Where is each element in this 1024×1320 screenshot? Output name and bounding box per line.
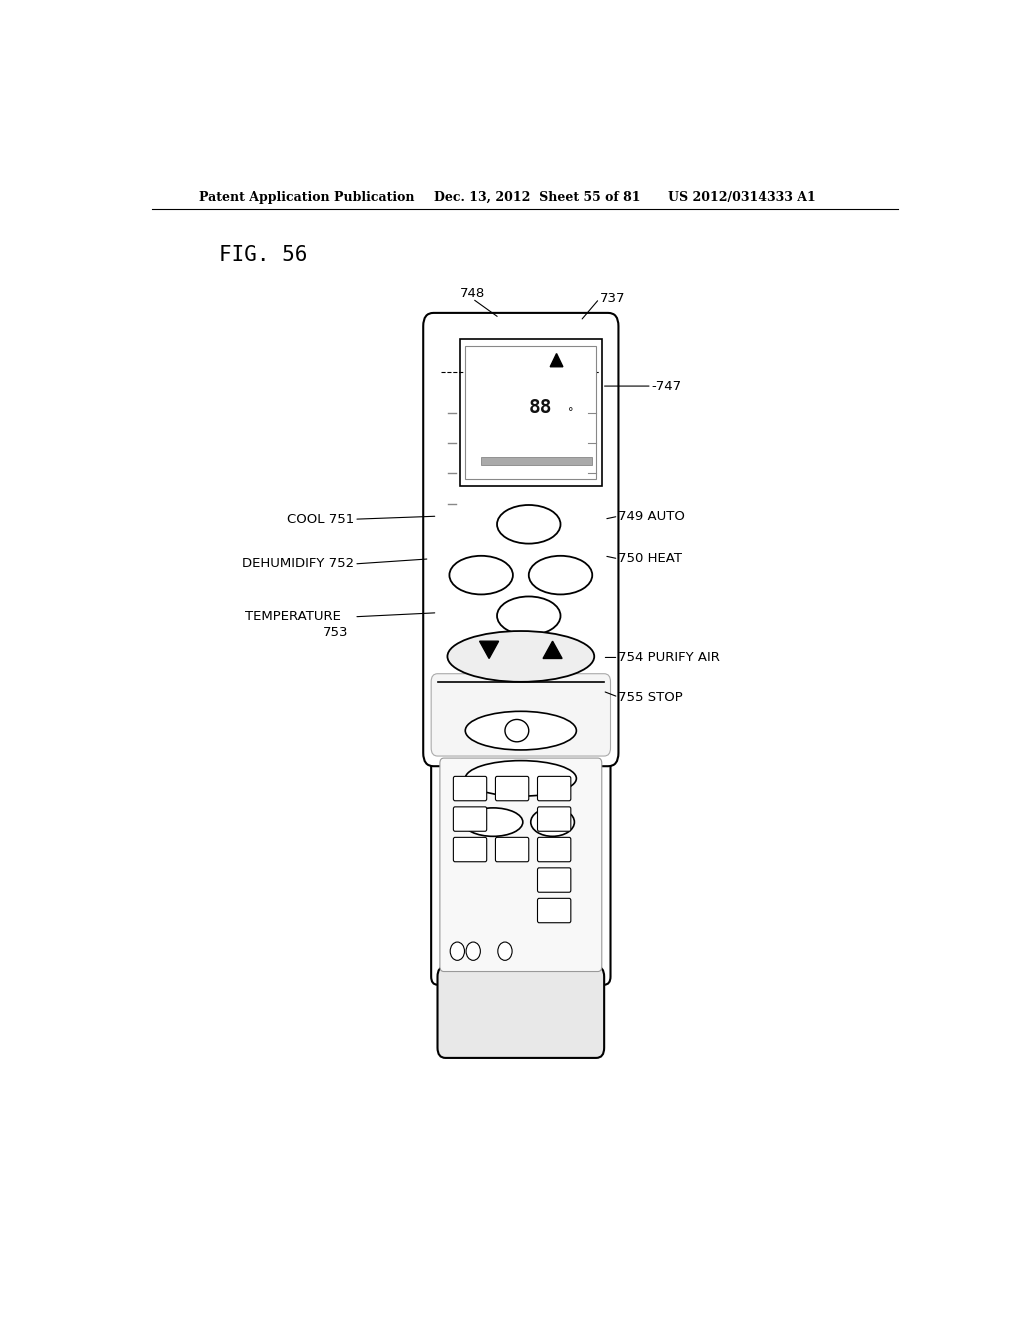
Text: 88: 88	[529, 397, 552, 417]
Ellipse shape	[447, 631, 594, 682]
FancyBboxPatch shape	[440, 758, 602, 972]
FancyBboxPatch shape	[454, 807, 486, 832]
FancyBboxPatch shape	[538, 807, 570, 832]
Ellipse shape	[465, 760, 577, 796]
Circle shape	[498, 942, 512, 961]
Text: -747: -747	[652, 380, 682, 392]
FancyBboxPatch shape	[460, 339, 602, 486]
Text: 749 AUTO: 749 AUTO	[618, 510, 685, 523]
Ellipse shape	[497, 506, 560, 544]
Text: COOL 751: COOL 751	[287, 512, 354, 525]
Polygon shape	[543, 642, 562, 659]
FancyBboxPatch shape	[431, 673, 610, 756]
FancyBboxPatch shape	[538, 867, 570, 892]
Text: 750 HEAT: 750 HEAT	[618, 552, 682, 565]
FancyBboxPatch shape	[538, 837, 570, 862]
FancyBboxPatch shape	[538, 899, 570, 923]
FancyBboxPatch shape	[496, 837, 528, 862]
Text: 753: 753	[324, 626, 348, 639]
FancyBboxPatch shape	[454, 776, 486, 801]
Ellipse shape	[465, 711, 577, 750]
Text: Patent Application Publication: Patent Application Publication	[200, 190, 415, 203]
Circle shape	[451, 942, 465, 961]
Ellipse shape	[463, 808, 523, 837]
Ellipse shape	[530, 808, 574, 837]
Polygon shape	[479, 642, 499, 659]
Polygon shape	[550, 354, 563, 367]
FancyBboxPatch shape	[465, 346, 596, 479]
FancyBboxPatch shape	[496, 776, 528, 801]
Ellipse shape	[505, 719, 528, 742]
Text: DEHUMIDIFY 752: DEHUMIDIFY 752	[242, 557, 354, 570]
Ellipse shape	[497, 597, 560, 635]
Text: 755 STOP: 755 STOP	[618, 690, 683, 704]
Ellipse shape	[450, 556, 513, 594]
FancyBboxPatch shape	[538, 776, 570, 801]
Ellipse shape	[528, 556, 592, 594]
Bar	[481, 457, 592, 466]
Text: 737: 737	[599, 292, 625, 305]
Text: FIG. 56: FIG. 56	[219, 246, 307, 265]
FancyBboxPatch shape	[454, 837, 486, 862]
FancyBboxPatch shape	[423, 313, 618, 766]
Text: 754 PURIFY AIR: 754 PURIFY AIR	[618, 651, 720, 664]
Text: US 2012/0314333 A1: US 2012/0314333 A1	[668, 190, 815, 203]
FancyBboxPatch shape	[431, 744, 610, 985]
FancyBboxPatch shape	[437, 966, 604, 1057]
Text: TEMPERATURE: TEMPERATURE	[245, 610, 341, 623]
Text: 748: 748	[460, 286, 485, 300]
Text: Dec. 13, 2012  Sheet 55 of 81: Dec. 13, 2012 Sheet 55 of 81	[433, 190, 640, 203]
Text: °: °	[568, 408, 573, 417]
Circle shape	[466, 942, 480, 961]
